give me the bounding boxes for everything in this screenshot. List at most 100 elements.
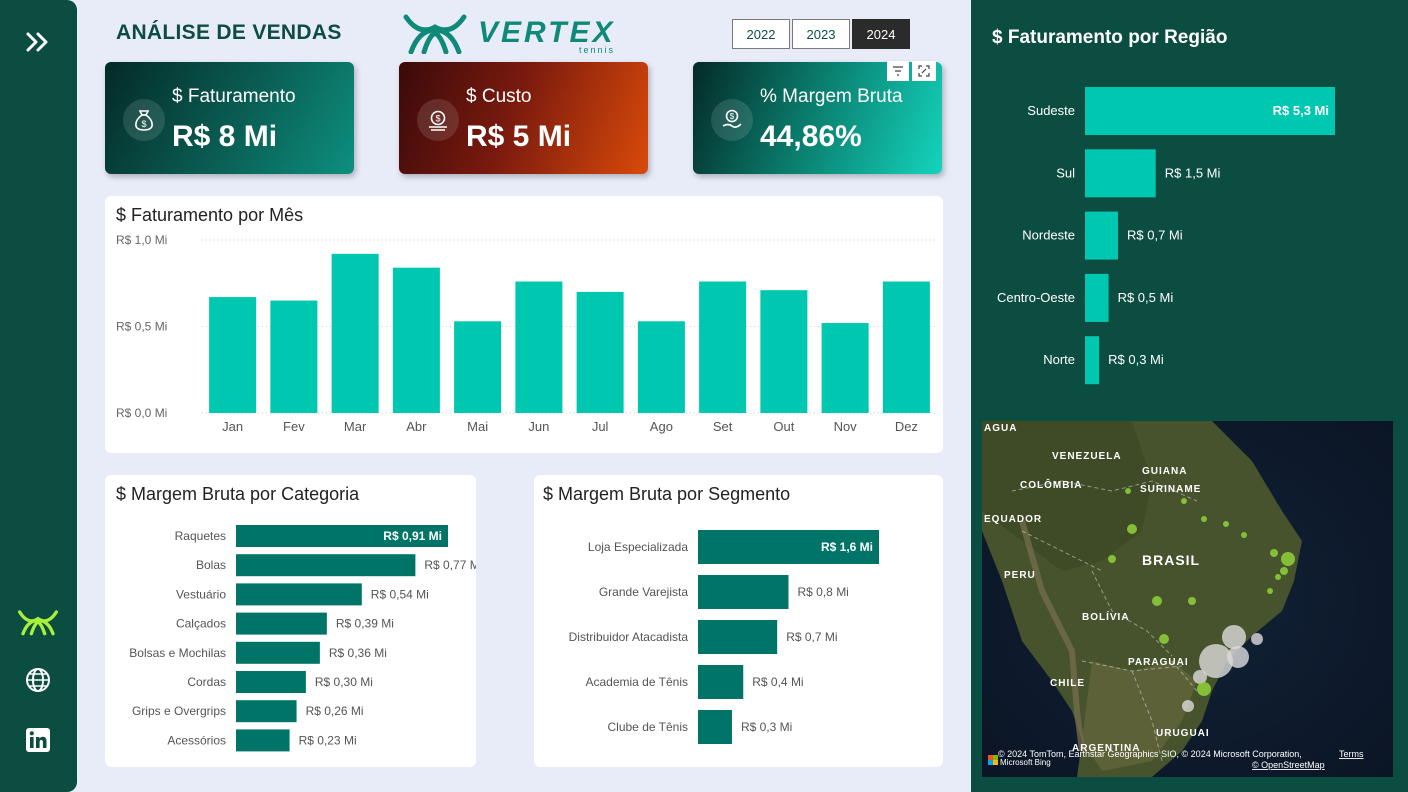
bar	[698, 710, 732, 744]
year-filter-2023[interactable]: 2023	[792, 19, 850, 49]
bar	[236, 612, 327, 635]
map-label: AGUA	[984, 423, 1017, 434]
data-label: R$ 0,8 Mi	[798, 585, 849, 599]
bar	[236, 671, 306, 693]
map-label: BRASIL	[1142, 552, 1200, 568]
category-label: Calçados	[176, 617, 226, 631]
bar-abr	[392, 267, 440, 413]
map-label: EQUADOR	[984, 514, 1042, 525]
bar	[236, 729, 290, 752]
map-canvas: AGUA VENEZUELA GUIANA COLÔMBIA SURINAME …	[982, 421, 1393, 777]
map-label: PERU	[1004, 570, 1036, 581]
sidebar	[0, 0, 77, 792]
bar-jun	[515, 281, 563, 413]
x-tick-label: Mar	[344, 419, 367, 434]
category-label: Vestuário	[176, 587, 226, 601]
money-hand-icon: $	[417, 99, 459, 141]
map-label: BOLÍVIA	[1082, 610, 1130, 623]
bar	[236, 554, 416, 577]
sales-map[interactable]: AGUA VENEZUELA GUIANA COLÔMBIA SURINAME …	[982, 421, 1393, 777]
margem-categoria-chart: Raquetes R$ 0,91 Mi Bolas R$ 0,77 Mi Vestuár…	[129, 525, 476, 752]
margem-segmento-card: $ Margem Bruta por Segmento Loja Especia…	[534, 475, 943, 767]
monthly-revenue-card: $ Faturamento por Mês R$ 0,0 Mi R$ 0,5 Mi…	[105, 196, 943, 453]
bar-dez	[882, 281, 930, 413]
logo-text: VERTEX	[478, 16, 616, 49]
filter-icon[interactable]	[887, 61, 909, 81]
vertex-logo-icon	[403, 14, 467, 54]
category-label: Academia de Tênis	[585, 675, 688, 689]
bar	[236, 583, 362, 606]
x-tick-label: Dez	[895, 419, 918, 434]
data-label: R$ 0,7 Mi	[1127, 228, 1183, 243]
expand-chevrons-icon[interactable]	[18, 22, 58, 62]
svg-text:$: $	[141, 119, 146, 129]
data-label: R$ 0,26 Mi	[306, 704, 364, 718]
bar	[1085, 336, 1100, 385]
data-label: R$ 0,54 Mi	[371, 587, 429, 601]
money-bag-icon: $	[123, 99, 165, 141]
globe-icon[interactable]	[18, 660, 58, 700]
faturamento-regiao-chart: Sudeste R$ 5,3 Mi Sul R$ 1,5 Mi Nordeste R$ 0…	[997, 87, 1335, 385]
data-label: R$ 0,77 Mi	[424, 558, 476, 572]
bar-out	[760, 290, 808, 413]
category-label: Centro-Oeste	[997, 290, 1075, 305]
kpi-value: R$ 5 Mi	[466, 120, 572, 153]
category-label: Acessórios	[167, 733, 226, 747]
map-terms-link[interactable]: Terms	[1339, 749, 1364, 759]
x-tick-label: Abr	[406, 419, 427, 434]
data-label: R$ 0,30 Mi	[315, 675, 373, 689]
kpi-value: R$ 8 Mi	[172, 120, 278, 153]
category-label: Loja Especializada	[588, 540, 688, 554]
bar	[698, 530, 879, 564]
margem-segmento-chart: Loja Especializada R$ 1,6 Mi Grande Vareji…	[569, 530, 879, 744]
logo-subtext: tennis	[579, 45, 616, 55]
kpi-faturamento: $ $ Faturamento R$ 8 Mi	[105, 62, 354, 174]
data-label: R$ 0,5 Mi	[1118, 290, 1174, 305]
bar	[236, 525, 448, 547]
category-label: Norte	[1043, 352, 1075, 367]
x-tick-label: Mai	[467, 419, 488, 434]
bar-jul	[576, 291, 624, 413]
map-label: PARAGUAI	[1128, 657, 1189, 668]
chart-title: $ Margem Bruta por Categoria	[116, 484, 360, 504]
data-label: R$ 1,6 Mi	[821, 540, 873, 554]
category-label: Grips e Overgrips	[132, 704, 226, 718]
category-label: Grande Varejista	[599, 585, 688, 599]
data-label: R$ 0,3 Mi	[741, 720, 792, 734]
map-bubbles	[1108, 488, 1295, 712]
year-filter-2024[interactable]: 2024	[852, 19, 910, 49]
x-tick-label: Jul	[592, 419, 609, 434]
category-label: Raquetes	[175, 529, 226, 543]
bar	[236, 641, 320, 664]
data-label: R$ 5,3 Mi	[1273, 103, 1329, 118]
data-label: R$ 0,36 Mi	[329, 646, 387, 660]
map-label: URUGUAI	[1156, 728, 1210, 739]
data-label: R$ 0,7 Mi	[786, 630, 837, 644]
category-label: Nordeste	[1022, 228, 1075, 243]
vertex-logo-icon[interactable]	[18, 602, 58, 642]
margem-categoria-card: $ Margem Bruta por Categoria Raquetes R$ …	[105, 475, 476, 767]
vertex-logo: VERTEX tennis	[403, 12, 648, 56]
chart-title: $ Margem Bruta por Segmento	[543, 484, 791, 504]
category-label: Clube de Tênis	[608, 720, 689, 734]
year-filter-2022[interactable]: 2022	[732, 19, 790, 49]
data-label: R$ 0,23 Mi	[299, 733, 357, 747]
map-label: CHILE	[1050, 678, 1085, 689]
bar-set	[699, 281, 747, 413]
kpi-margem-bruta: $ % Margem Bruta 44,86%	[693, 61, 942, 174]
x-tick-label: Nov	[834, 419, 858, 434]
linkedin-icon[interactable]	[18, 720, 58, 760]
kpi-label: % Margem Bruta	[760, 86, 903, 107]
kpi-value: 44,86%	[760, 120, 862, 153]
y-tick-label: R$ 0,5 Mi	[116, 320, 167, 334]
x-tick-label: Fev	[283, 419, 305, 434]
map-osm-link[interactable]: © OpenStreetMap	[1252, 760, 1325, 770]
page-title: ANÁLISE DE VENDAS	[116, 21, 342, 44]
map-label: GUIANA	[1142, 466, 1187, 477]
focus-mode-icon[interactable]	[912, 61, 936, 81]
bar	[698, 620, 778, 654]
x-tick-label: Out	[773, 419, 794, 434]
category-label: Bolsas e Mochilas	[129, 646, 226, 660]
chart-title: $ Faturamento por Região	[992, 27, 1228, 48]
bar-jan	[209, 297, 257, 413]
